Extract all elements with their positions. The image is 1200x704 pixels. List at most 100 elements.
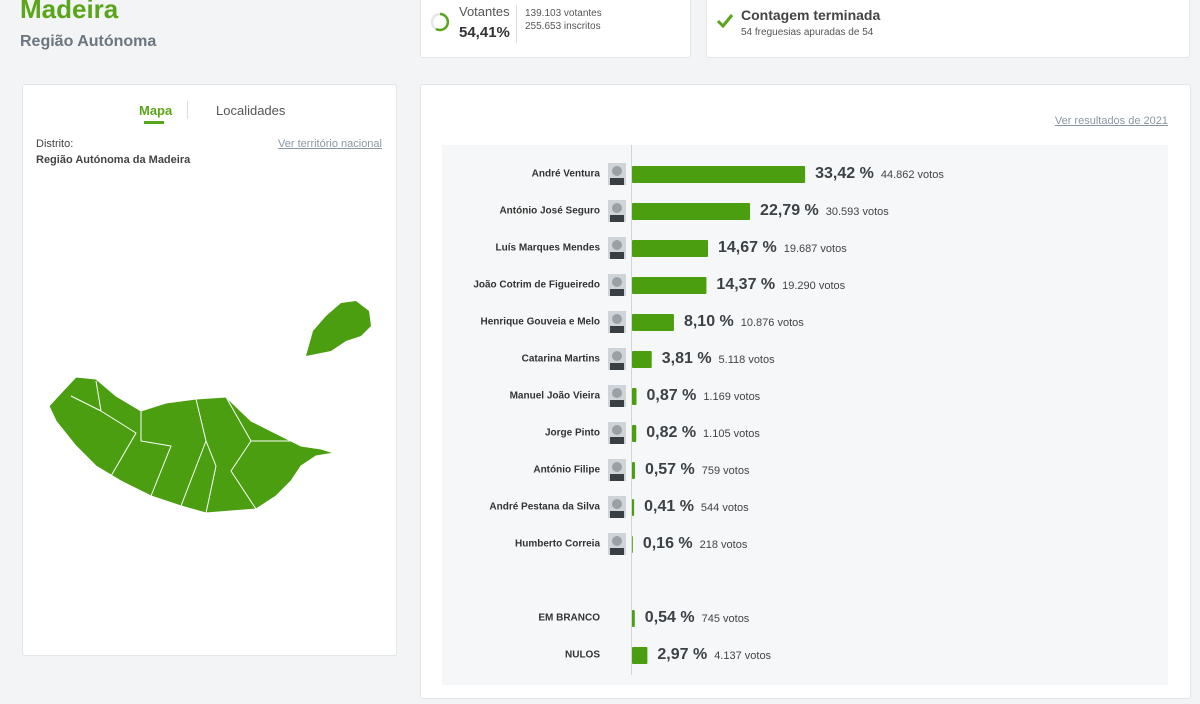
parish-borders	[70, 380, 291, 514]
candidate-photo-face	[612, 351, 622, 361]
island	[306, 301, 371, 356]
turnout-card: Votantes 54,41% 139.103 votantes 255.653…	[420, 0, 691, 58]
pct-label: 8,10 %	[684, 313, 734, 330]
votes-label: 544 votos	[701, 502, 749, 514]
vote-bar	[632, 351, 652, 368]
candidate-name: Henrique Gouveia e Melo	[481, 317, 600, 328]
pct-label: 0,82 %	[646, 424, 696, 441]
vote-bar	[632, 536, 633, 553]
votes-label: 30.593 votos	[826, 206, 889, 218]
count-card: Contagem terminada 54 freguesias apurada…	[706, 0, 1190, 58]
candidate-photo-body	[610, 474, 624, 481]
candidate-photo-face	[612, 314, 622, 324]
district-value: Região Autónoma da Madeira	[36, 154, 191, 166]
votes-label: 759 votos	[702, 465, 750, 477]
check-icon	[716, 14, 734, 29]
turnout-pct: 54,41%	[459, 24, 510, 41]
votes-label: 218 votos	[700, 539, 748, 551]
candidate-name: António Filipe	[533, 465, 600, 476]
pct-label: 0,54 %	[645, 609, 695, 626]
votes-label: 5.118 votos	[719, 354, 776, 366]
pct-label: 22,79 %	[760, 202, 819, 219]
pct-label: 0,87 %	[647, 387, 697, 404]
candidate-photo-face	[612, 499, 622, 509]
votes-label: 19.290 votos	[782, 280, 845, 292]
candidate-name: André Pestana da Silva	[489, 502, 600, 513]
district-label: Distrito:	[36, 138, 74, 150]
pct-label: 14,67 %	[718, 239, 777, 256]
candidate-photo-body	[610, 252, 624, 259]
candidate-photo-face	[612, 462, 622, 472]
votes-label: 4.137 votos	[714, 650, 771, 662]
votes-label: 10.876 votos	[741, 317, 804, 329]
results-chart: André Ventura 33,42 % 44.862 votos António …	[442, 145, 1168, 685]
vote-bar	[632, 610, 635, 627]
vote-bar	[632, 462, 635, 479]
pct-label: 14,37 %	[716, 276, 775, 293]
candidate-name: EM BRANCO	[538, 613, 600, 624]
candidate-photo-body	[610, 215, 624, 222]
vote-bar	[632, 647, 648, 664]
candidate-photo-body	[610, 548, 624, 555]
divider	[187, 101, 188, 119]
candidate-photo-face	[612, 240, 622, 250]
vote-bar	[632, 240, 708, 257]
island	[48, 376, 335, 514]
pct-label: 33,42 %	[815, 165, 874, 182]
count-title: Contagem terminada	[741, 7, 881, 23]
votes-label: 19.687 votos	[784, 243, 847, 255]
turnout-spinner	[430, 12, 450, 32]
vote-bar	[632, 166, 806, 183]
pct-label: 0,41 %	[644, 498, 694, 515]
map-panel: Mapa Localidades Distrito: Região Autóno…	[22, 84, 397, 656]
divider	[516, 5, 517, 43]
previous-results-link[interactable]: Ver resultados de 2021	[1054, 115, 1168, 127]
candidate-photo-body	[610, 178, 624, 185]
vote-bar	[632, 425, 637, 442]
pct-label: 0,16 %	[643, 535, 693, 552]
votes-label: 1.105 votos	[703, 428, 760, 440]
vote-bar	[632, 203, 751, 220]
candidate-photo-body	[610, 326, 624, 333]
region-subtitle: Região Autónoma	[20, 33, 157, 50]
vote-bar	[632, 499, 635, 516]
pct-label: 2,97 %	[657, 646, 707, 663]
national-link[interactable]: Ver território nacional	[278, 138, 382, 150]
candidate-photo-face	[612, 203, 622, 213]
candidate-photo-body	[610, 289, 624, 296]
votes-label: 745 votos	[702, 613, 750, 625]
vote-bar	[632, 388, 637, 405]
count-detail: 54 freguesias apuradas de 54	[741, 27, 874, 38]
candidate-name: João Cotrim de Figueiredo	[473, 280, 600, 291]
tab[interactable]: Localidades	[216, 103, 286, 118]
candidate-photo-body	[610, 437, 624, 444]
tab-underline	[144, 121, 164, 124]
candidate-name: António José Seguro	[499, 206, 600, 217]
candidate-name: Manuel João Vieira	[510, 391, 601, 402]
turnout-label: Votantes	[459, 4, 510, 19]
vote-bar	[632, 314, 674, 331]
vote-bar	[632, 277, 707, 294]
candidate-photo-face	[612, 277, 622, 287]
map	[48, 301, 371, 514]
tab[interactable]: Mapa	[139, 103, 173, 118]
candidate-photo-face	[612, 425, 622, 435]
region-title: Madeira	[20, 0, 119, 24]
candidate-photo-face	[612, 388, 622, 398]
candidate-photo-body	[610, 363, 624, 370]
candidate-photo-body	[610, 400, 624, 407]
candidate-photo-face	[612, 536, 622, 546]
votes-label: 44.862 votos	[881, 169, 944, 181]
candidate-name: Jorge Pinto	[545, 428, 600, 439]
candidate-name: Luís Marques Mendes	[496, 243, 601, 254]
votes-label: 1.169 votos	[703, 391, 760, 403]
voters: 139.103 votantes	[525, 8, 602, 19]
pct-label: 3,81 %	[662, 350, 712, 367]
candidate-name: André Ventura	[532, 169, 601, 180]
candidate-photo-face	[612, 166, 622, 176]
candidate-name: NULOS	[565, 650, 600, 661]
registered: 255.653 inscritos	[525, 21, 601, 32]
candidate-photo-body	[610, 511, 624, 518]
candidate-name: Catarina Martins	[522, 354, 601, 365]
